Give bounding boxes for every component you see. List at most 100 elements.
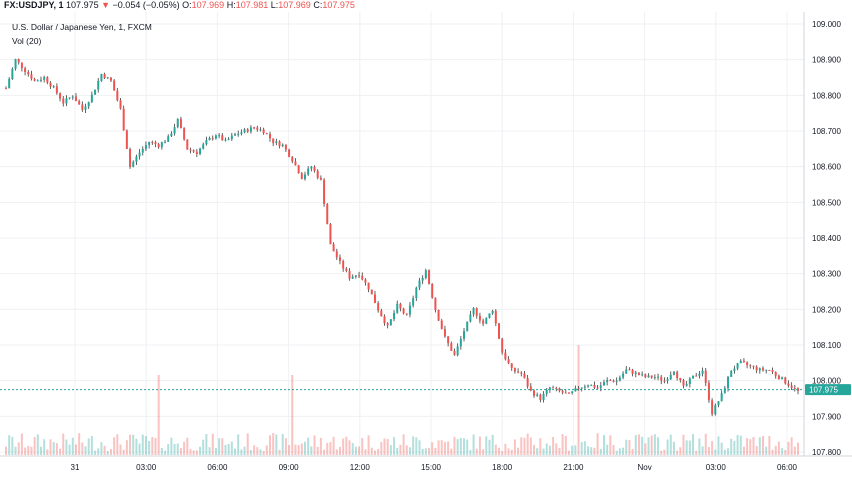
close-value: 107.975	[322, 0, 355, 10]
candle-body	[319, 177, 322, 180]
volume-bar	[68, 444, 71, 455]
high-value: 107.981	[235, 0, 269, 10]
volume-indicator-label[interactable]: Vol (20)	[12, 36, 42, 46]
volume-bar	[33, 437, 36, 455]
candle-body	[138, 152, 141, 157]
volume-bar	[205, 433, 208, 455]
candle-body	[55, 86, 58, 94]
candle-body	[94, 89, 97, 95]
volume-bar	[269, 435, 271, 455]
volume-bar	[615, 450, 618, 455]
candle-body	[746, 362, 749, 366]
candle-body	[310, 166, 313, 169]
candle-body	[300, 173, 303, 180]
candle-body	[354, 275, 357, 277]
candle-body	[284, 144, 287, 150]
volume-bar	[736, 434, 739, 455]
volume-bar	[625, 439, 628, 455]
volume-bar	[494, 444, 497, 455]
volume-bar	[682, 434, 685, 455]
volume-bar	[97, 448, 100, 455]
candle-body	[529, 386, 532, 391]
candle-body	[768, 369, 771, 371]
volume-bar	[790, 437, 793, 455]
volume-bar	[195, 450, 198, 455]
volume-bar	[234, 448, 237, 455]
candle-body	[329, 224, 332, 245]
volume-bar	[555, 443, 558, 455]
candle-body	[151, 141, 154, 143]
volume-bar	[695, 450, 698, 455]
volume-bar	[428, 448, 431, 455]
volume-bar	[765, 446, 768, 455]
down-arrow-icon: ▼	[101, 0, 111, 10]
candle-body	[526, 378, 529, 387]
volume-bar	[482, 449, 485, 455]
volume-bar	[647, 437, 650, 455]
volume-bar	[590, 447, 593, 455]
volume-bar	[351, 442, 354, 455]
candle-body	[564, 392, 567, 394]
volume-bar	[797, 442, 799, 455]
volume-bar	[113, 437, 116, 455]
candle-body	[447, 336, 450, 344]
candle-body	[116, 90, 119, 101]
candle-body	[36, 80, 39, 82]
volume-bar	[545, 443, 548, 455]
candle-body	[218, 135, 221, 137]
candle-body	[450, 343, 453, 351]
volume-bar	[453, 436, 456, 455]
volume-bar	[310, 446, 313, 455]
candle-body	[291, 156, 294, 162]
low-label: L:	[270, 0, 279, 10]
close-label: C:	[313, 0, 323, 10]
candle-body	[27, 71, 30, 75]
volume-bar	[160, 447, 163, 455]
price-tick-label: 108.400	[812, 234, 841, 243]
candle-body	[358, 275, 361, 277]
candle-body	[428, 270, 431, 284]
volume-bars	[5, 345, 799, 455]
candle-body	[657, 376, 660, 378]
candle-body	[8, 78, 11, 89]
candle-body	[81, 104, 84, 110]
candle-body	[211, 138, 214, 140]
candle-body	[408, 305, 411, 315]
candle-body	[249, 127, 252, 132]
candle-body	[520, 372, 523, 374]
candle-body	[777, 375, 780, 380]
chart-legend-title[interactable]: U.S. Dollar / Japanese Yen, 1, FXCM	[12, 22, 152, 32]
time-tick-label: 03:00	[136, 463, 157, 472]
candle-body	[765, 369, 768, 371]
candle-body	[762, 368, 765, 371]
price-axis: 109.000 108.900 108.800 108.700 108.600 108.5…	[812, 20, 841, 457]
volume-bar	[558, 447, 561, 455]
time-axis: 31 03:00 06:00 09:00 12:00 15:00 18:00 21:00 Nov…	[71, 463, 798, 472]
candle-body	[685, 384, 688, 386]
candle-body	[412, 298, 415, 306]
candle-body	[714, 405, 717, 415]
volume-bar	[606, 444, 609, 455]
candle-body	[11, 68, 14, 79]
candle-body	[567, 392, 570, 394]
candle-body	[631, 369, 634, 374]
candle-body	[246, 129, 249, 132]
candle-body	[695, 375, 698, 377]
volume-bar	[733, 440, 736, 455]
volume-bar	[459, 438, 462, 455]
volume-bar	[259, 449, 262, 455]
candle-body	[335, 251, 338, 258]
volume-bar	[660, 450, 663, 455]
candle-body	[262, 129, 265, 134]
candle-body	[596, 387, 599, 389]
candle-body	[24, 68, 27, 72]
volume-bar	[81, 442, 84, 455]
volume-bar	[742, 446, 745, 455]
candle-body	[253, 127, 256, 129]
candle-body	[148, 141, 151, 146]
candle-body	[186, 139, 189, 150]
volume-bar	[717, 436, 720, 455]
candle-body	[472, 308, 475, 315]
candle-body	[338, 257, 341, 261]
